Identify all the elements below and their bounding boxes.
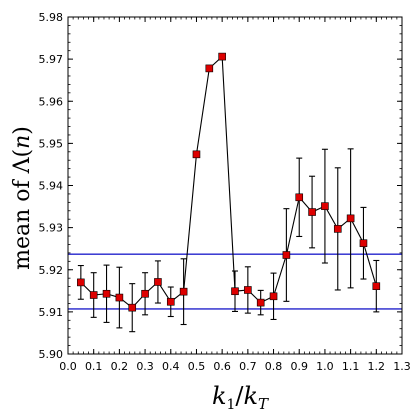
data-point xyxy=(333,225,342,233)
y-tick-label: 5.90 xyxy=(39,348,64,361)
y-tick-label: 5.93 xyxy=(39,222,64,235)
y-axis-title-part: n xyxy=(10,135,35,149)
x-axis-title-part: k xyxy=(212,382,227,410)
x-tick-label: 0.0 xyxy=(59,360,77,373)
x-tick-label: 1.0 xyxy=(316,360,334,373)
y-tick-label: 5.98 xyxy=(39,11,64,24)
x-axis-title-part: k xyxy=(244,382,259,410)
data-point xyxy=(102,289,111,298)
data-point xyxy=(166,297,175,306)
data-point xyxy=(308,208,316,216)
data-point xyxy=(231,287,239,296)
data-point xyxy=(89,291,98,299)
y-tick-label: 5.92 xyxy=(39,264,64,277)
data-point xyxy=(269,292,278,301)
y-tick-label: 5.91 xyxy=(39,306,64,319)
y-axis-title-part: mean of xyxy=(10,173,35,270)
data-point xyxy=(282,251,291,259)
x-axis-title: k1/kT xyxy=(212,382,269,413)
data-point xyxy=(179,287,188,296)
data-point xyxy=(192,150,201,159)
y-axis-title-part: Λ xyxy=(10,156,35,174)
x-tick-label: 0.9 xyxy=(290,360,308,373)
y-axis-title-part: ) xyxy=(10,126,35,135)
data-point xyxy=(321,202,329,210)
data-point xyxy=(141,289,149,298)
x-tick-label: 0.7 xyxy=(239,360,257,373)
x-tick-label: 0.3 xyxy=(136,360,154,373)
data-point xyxy=(128,303,137,312)
data-point xyxy=(295,193,304,202)
data-series xyxy=(77,52,381,333)
series-line xyxy=(80,55,377,309)
x-tick-label: 1.3 xyxy=(393,360,411,373)
x-tick-label: 1.1 xyxy=(342,360,360,373)
x-axis-title-part: T xyxy=(258,395,269,413)
data-point xyxy=(218,52,226,61)
data-point xyxy=(372,282,381,290)
data-point xyxy=(77,278,85,287)
data-point xyxy=(205,64,214,73)
y-tick-label: 5.97 xyxy=(39,53,64,66)
y-tick-label: 5.95 xyxy=(39,137,64,150)
x-tick-label: 1.2 xyxy=(368,360,386,373)
data-point xyxy=(359,239,368,248)
x-tick-label: 0.5 xyxy=(188,360,206,373)
x-tick-label: 0.4 xyxy=(162,360,180,373)
axis-ticks: 0.0 0.1 0.2 0.3 0.4 0.5 0.6 0.7 0.8 0.9 1.0 1.1 1.2 1… xyxy=(39,11,411,373)
data-point xyxy=(115,293,124,302)
x-tick-label: 0.2 xyxy=(111,360,129,373)
x-tick-label: 0.8 xyxy=(265,360,283,373)
x-axis-title-part: 1 xyxy=(226,397,235,413)
y-tick-label: 5.94 xyxy=(39,180,64,193)
x-tick-label: 0.1 xyxy=(85,360,103,373)
data-point xyxy=(154,278,162,286)
x-tick-label: 0.6 xyxy=(213,360,231,373)
data-point xyxy=(346,214,355,223)
y-axis-title-part: ( xyxy=(10,149,35,158)
y-tick-label: 5.96 xyxy=(39,95,64,108)
x-axis-title-part: / xyxy=(235,382,244,410)
data-point xyxy=(256,298,265,307)
data-point xyxy=(244,286,252,294)
y-axis-title: mean of Λ(n) xyxy=(10,126,35,270)
